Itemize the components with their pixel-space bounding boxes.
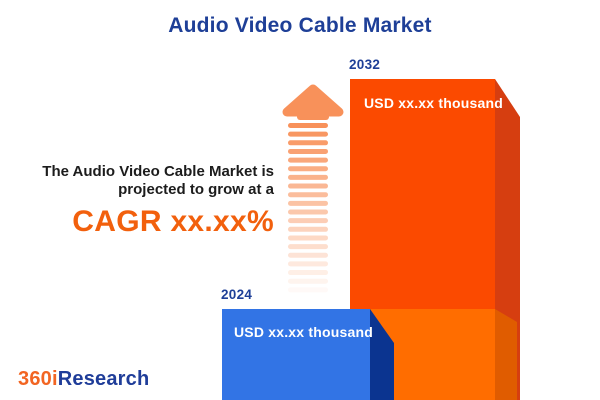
bar-value-2032: USD xx.xx thousand — [364, 95, 503, 111]
page-title: Audio Video Cable Market — [168, 14, 432, 37]
market-growth-statement: The Audio Video Cable Market is projecte… — [14, 163, 274, 239]
cagr-value: CAGR xx.xx% — [72, 205, 274, 238]
bar-value-2024: USD xx.xx thousand — [234, 324, 373, 340]
statement-line-2: projected to grow at a — [118, 181, 274, 198]
growth-arrow-neck — [297, 104, 329, 120]
bar-2024-front-face — [222, 309, 370, 400]
logo-part-research: Research — [57, 368, 150, 390]
company-logo: 360iResearch — [18, 368, 149, 391]
logo-part-360i: 360i — [18, 368, 58, 390]
statement-line-1: The Audio Video Cable Market is — [42, 163, 274, 180]
bar-label-2024: 2024 — [221, 287, 253, 302]
bar-2032-base-segment-side-face — [495, 309, 517, 400]
bar-2024-side-face — [370, 309, 394, 400]
growth-arrow-stripes — [288, 123, 328, 293]
bar-label-2032: 2032 — [349, 57, 381, 72]
growth-arrow-icon — [282, 84, 344, 293]
